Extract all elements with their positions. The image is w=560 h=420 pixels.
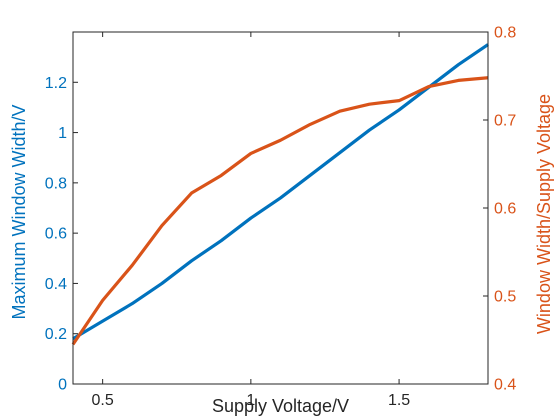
left-y-tick-label: 0 xyxy=(58,377,67,394)
left-y-tick-label: 0.8 xyxy=(45,175,67,192)
right-y-tick-label: 0.6 xyxy=(494,201,516,218)
series-line-ratio xyxy=(71,76,489,346)
right-y-tick-label: 0.5 xyxy=(494,289,516,306)
plot-area xyxy=(71,43,489,346)
right-y-tick-label: 0.4 xyxy=(494,377,516,394)
left-y-tick-label: 1 xyxy=(58,125,67,142)
left-y-tick-label: 1.2 xyxy=(45,75,67,92)
series-line-window-width xyxy=(72,43,489,341)
x-axis-label: Supply Voltage/V xyxy=(212,396,349,416)
left-y-tick-label: 0.4 xyxy=(45,276,67,293)
right-y-tick-label: 0.7 xyxy=(494,113,516,130)
x-tick-label: 1 xyxy=(246,392,255,409)
left-y-tick-label: 0.2 xyxy=(45,326,67,343)
left-y-axis-label: Maximum Window Width/V xyxy=(9,104,29,319)
plot-box xyxy=(72,31,489,385)
right-y-axis-label: Window Width/Supply Voltage xyxy=(534,94,554,334)
left-y-tick-label: 0.6 xyxy=(45,226,67,243)
x-tick-label: 1.5 xyxy=(388,392,410,409)
right-y-tick-label: 0.8 xyxy=(494,25,516,42)
x-tick-label: 0.5 xyxy=(92,392,114,409)
axis-ticks: 0.5 1 1.5 0 0.2 0.4 0.6 0.8 1 1.2 0.4 0.5 0.6 0.7 0.8 xyxy=(45,25,517,410)
